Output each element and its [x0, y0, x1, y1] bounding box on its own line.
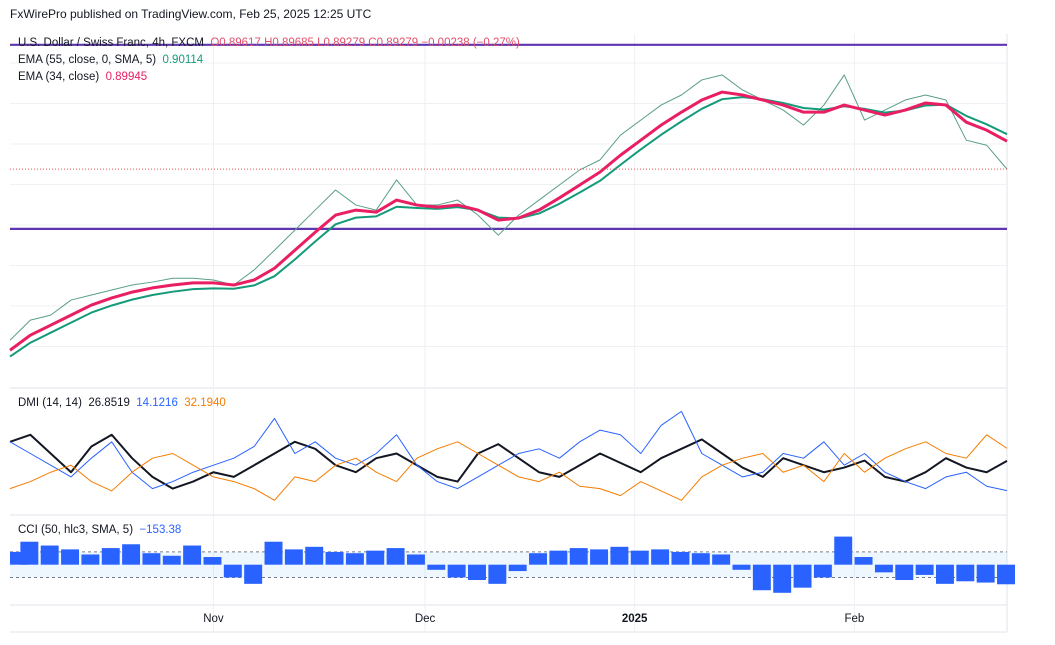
- legend-value: −153.38: [139, 524, 181, 536]
- spacer: [226, 397, 232, 409]
- bar: [935, 564, 954, 584]
- spacer: [520, 37, 526, 49]
- x-tick-label: Feb: [844, 613, 864, 625]
- bar: [20, 541, 39, 565]
- bar: [386, 548, 405, 565]
- legend-value: 0.89945: [106, 71, 148, 83]
- bar: [325, 551, 344, 565]
- legend-ohlc: O0.89617 H0.89685 L0.89279 C0.89279 −0.0…: [210, 37, 520, 49]
- spacer: [147, 71, 153, 83]
- bar: [915, 564, 934, 575]
- x-tick-label: 2025: [622, 613, 648, 625]
- bar: [590, 549, 609, 565]
- header: FxWirePro published on TradingView.com, …: [10, 7, 372, 21]
- bar: [630, 550, 649, 565]
- bar: [345, 553, 364, 565]
- legend-value: 0.90114: [162, 54, 203, 66]
- x-tick-label: Nov: [203, 613, 224, 625]
- spacer: [181, 524, 187, 536]
- bar: [956, 564, 975, 582]
- bar: [203, 557, 222, 565]
- bar: [529, 553, 547, 565]
- bar: [61, 549, 80, 565]
- legend: DMI (14, 14) 26.8519 14.1216 32.1940: [18, 397, 232, 409]
- legend-title: CCI (50, hlc3, SMA, 5): [18, 524, 133, 536]
- bar: [549, 550, 568, 565]
- bar: [610, 546, 629, 565]
- bar: [834, 536, 853, 565]
- bar: [284, 549, 303, 565]
- bar: [406, 554, 425, 565]
- legend-name: EMA (55, close, 0, SMA, 5): [18, 54, 156, 66]
- bar: [508, 564, 527, 572]
- legend: EMA (55, close, 0, SMA, 5) 0.90114: [18, 54, 210, 66]
- bar: [223, 564, 242, 578]
- bar: [773, 564, 792, 593]
- bar: [305, 546, 324, 565]
- legend-value: 32.1940: [184, 397, 226, 409]
- legend-value: 26.8519: [88, 397, 130, 409]
- legend: U.S. Dollar / Swiss Franc, 4h, FXCM O0.8…: [18, 37, 526, 49]
- bar: [101, 548, 120, 565]
- bar: [712, 554, 731, 565]
- series-line: [9, 90, 1008, 352]
- bar: [142, 553, 161, 565]
- bar: [854, 557, 873, 565]
- bar: [732, 564, 751, 570]
- bar: [569, 548, 588, 565]
- legend-title: U.S. Dollar / Swiss Franc, 4h, FXCM: [18, 37, 204, 49]
- bar: [122, 544, 141, 565]
- series-line: [9, 433, 1008, 490]
- bar: [468, 564, 486, 581]
- bar: [752, 564, 771, 591]
- legend: CCI (50, hlc3, SMA, 5) −153.38: [18, 524, 188, 536]
- bar: [244, 564, 263, 584]
- bar: [40, 545, 59, 565]
- bar: [997, 564, 1015, 585]
- bar: [427, 564, 446, 570]
- bar: [162, 555, 181, 565]
- bar: [81, 554, 100, 565]
- bar: [874, 564, 893, 573]
- bar: [793, 564, 812, 588]
- legend-title: DMI (14, 14): [18, 397, 82, 409]
- x-tick-label: Dec: [415, 613, 436, 625]
- bar: [651, 549, 670, 565]
- bar: [976, 564, 995, 583]
- legend-name: EMA (34, close): [18, 71, 99, 83]
- bar: [813, 564, 832, 578]
- series-line: [9, 74, 1008, 341]
- series-line: [9, 410, 1008, 492]
- bar: [183, 545, 202, 565]
- bar: [447, 564, 466, 578]
- bar: [264, 541, 283, 565]
- bar: [366, 550, 385, 565]
- legend-value: 14.1216: [136, 397, 178, 409]
- bar: [488, 564, 507, 584]
- bar: [691, 553, 710, 565]
- bar: [895, 564, 914, 581]
- bar: [671, 551, 690, 565]
- legend: EMA (34, close) 0.89945: [18, 71, 154, 83]
- series-line: [9, 434, 1008, 501]
- spacer: [203, 54, 209, 66]
